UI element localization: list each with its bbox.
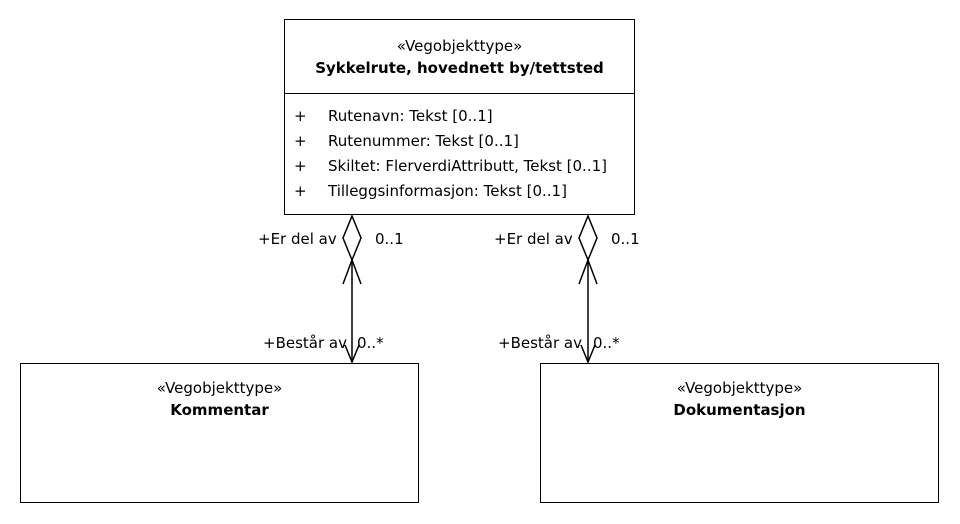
role-label-bestar-av: +Består av <box>263 334 347 352</box>
class-dokumentasjon[interactable]: «Vegobjekttype» Dokumentasjon <box>540 363 939 503</box>
role-label-bestar-av: +Består av <box>498 334 582 352</box>
attribute-visibility: + <box>294 157 307 175</box>
role-label-er-del-av: +Er del av <box>258 230 337 248</box>
navigability-arrow-icon <box>342 257 362 285</box>
navigability-arrow-icon <box>578 257 598 285</box>
class-header: «Vegobjekttype» Dokumentasjon <box>541 377 938 421</box>
class-header: «Vegobjekttype» Kommentar <box>21 377 418 421</box>
class-sykkelrute[interactable]: «Vegobjekttype» Sykkelrute, hovednett by… <box>284 19 635 215</box>
multiplicity-label: 0..* <box>357 334 384 352</box>
attribute-text: Tilleggsinformasjon: Tekst [0..1] <box>328 182 567 200</box>
attribute-row[interactable]: + Rutenummer: Tekst [0..1] <box>285 129 634 154</box>
attribute-list: + Rutenavn: Tekst [0..1] + Rutenummer: T… <box>285 104 634 204</box>
attribute-text: Rutenummer: Tekst [0..1] <box>328 132 519 150</box>
class-name: Kommentar <box>170 401 269 419</box>
aggregation-diamond-icon <box>578 214 598 262</box>
attribute-text: Rutenavn: Tekst [0..1] <box>328 107 493 125</box>
role-label-er-del-av: +Er del av <box>494 230 573 248</box>
attribute-compartment-divider <box>285 93 634 94</box>
attribute-row[interactable]: + Skiltet: FlerverdiAttributt, Tekst [0.… <box>285 154 634 179</box>
class-stereotype: «Vegobjekttype» <box>396 37 523 55</box>
class-stereotype: «Vegobjekttype» <box>156 379 283 397</box>
aggregation-diamond-icon <box>342 214 362 262</box>
attribute-visibility: + <box>294 107 307 125</box>
class-kommentar[interactable]: «Vegobjekttype» Kommentar <box>20 363 419 503</box>
multiplicity-label: 0..* <box>593 334 620 352</box>
attribute-visibility: + <box>294 132 307 150</box>
class-header: «Vegobjekttype» Sykkelrute, hovednett by… <box>285 35 634 79</box>
multiplicity-label: 0..1 <box>611 230 640 248</box>
class-stereotype: «Vegobjekttype» <box>676 379 803 397</box>
class-name: Sykkelrute, hovednett by/tettsted <box>315 59 604 77</box>
attribute-visibility: + <box>294 182 307 200</box>
class-name: Dokumentasjon <box>673 401 806 419</box>
attribute-row[interactable]: + Tilleggsinformasjon: Tekst [0..1] <box>285 179 634 204</box>
multiplicity-label: 0..1 <box>375 230 404 248</box>
attribute-text: Skiltet: FlerverdiAttributt, Tekst [0..1… <box>328 157 607 175</box>
attribute-row[interactable]: + Rutenavn: Tekst [0..1] <box>285 104 634 129</box>
